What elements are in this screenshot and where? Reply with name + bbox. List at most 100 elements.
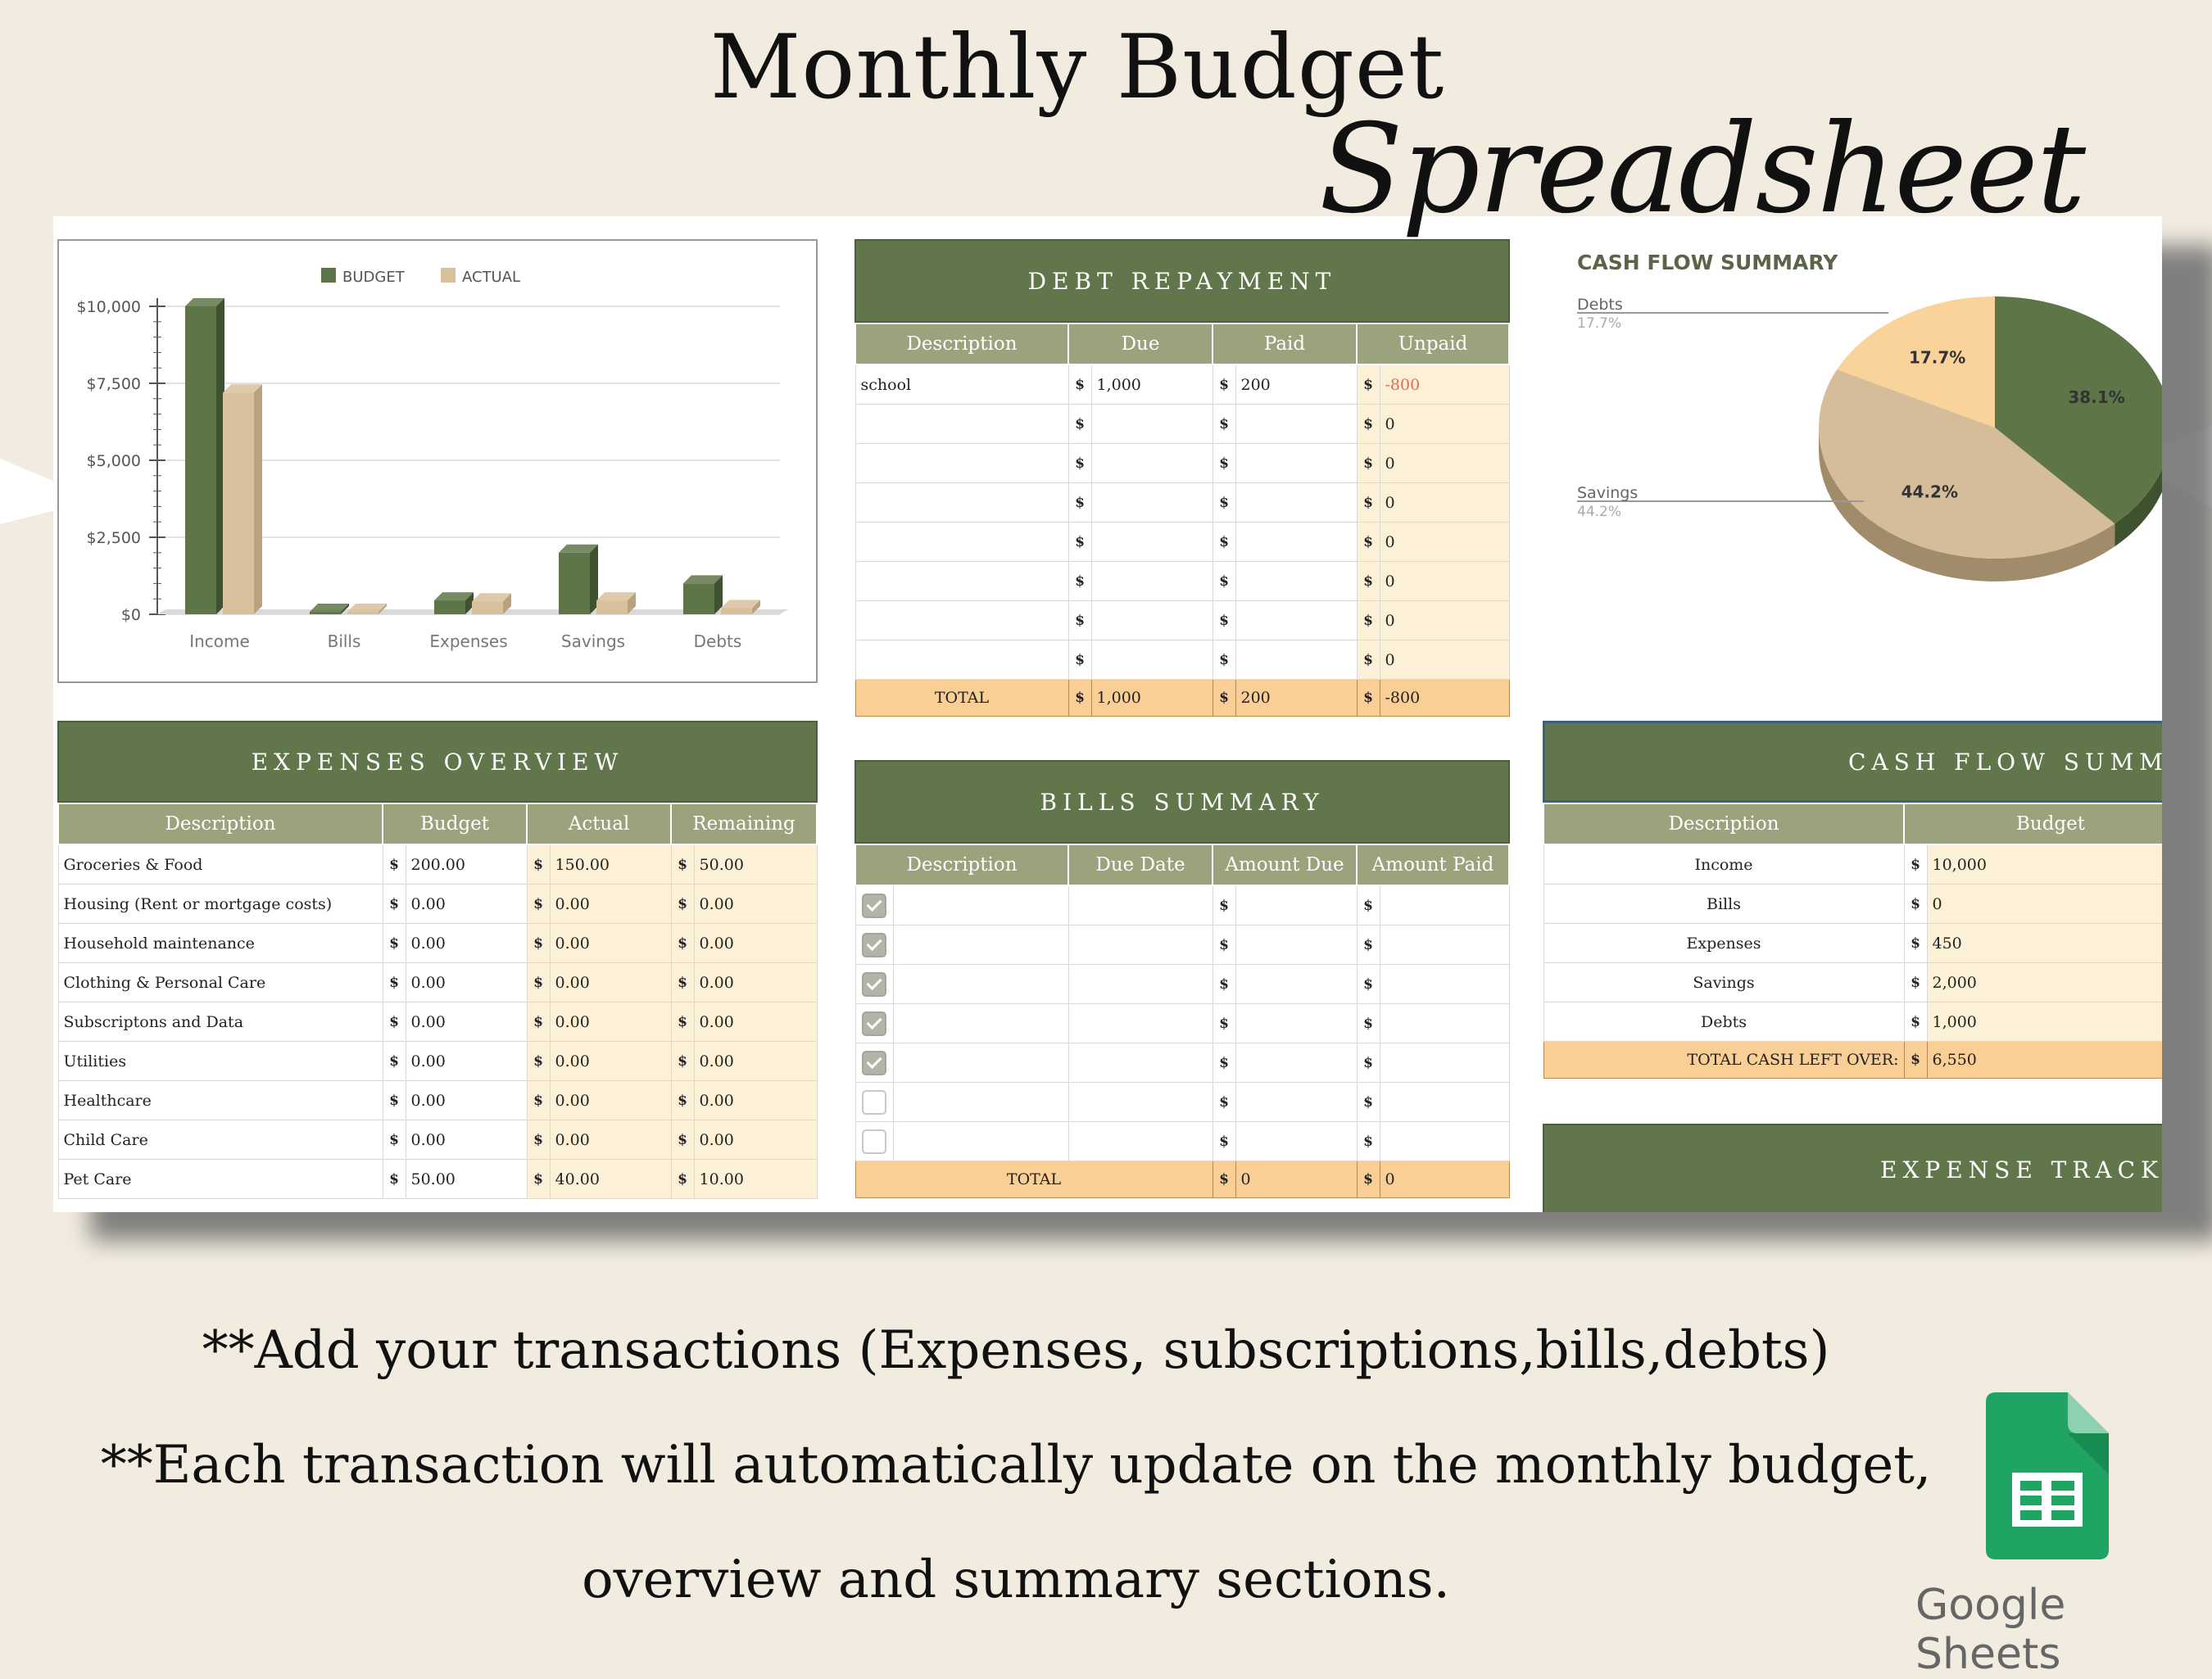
actual-bar-top [721, 600, 760, 609]
budget-cell: 0.00 [405, 962, 528, 1002]
expense-tracker-panel: EXPENSE TRACKER [1543, 1124, 2162, 1212]
budget-actual-chart-panel: $0 $2,500 $5,000 $7,500 $10,000 Income Bills Ex… [57, 239, 818, 683]
col-amount-paid: Amount Paid [1356, 844, 1510, 886]
total-row: TOTAL $0 $0 [854, 1161, 1510, 1198]
amount-due-cell [1235, 925, 1358, 965]
due-cell [1090, 404, 1213, 444]
actual-bar-top [596, 592, 636, 601]
currency-symbol: $ [526, 1080, 551, 1120]
currency-symbol: $ [1212, 1082, 1236, 1122]
pie-chart-title: CASH FLOW SUMMARY [1577, 251, 1838, 274]
description-cell: Pet Care [57, 1159, 383, 1199]
callout-percent: 44.2% [1577, 504, 1621, 520]
paid-checkbox[interactable] [862, 893, 886, 918]
table-row: school $1,000 $200 $ -800 [854, 364, 1510, 405]
table-row: Debts $1,000 [1543, 1002, 2162, 1042]
currency-symbol: $ [1212, 964, 1236, 1004]
remaining-cell: 10.00 [693, 1159, 818, 1199]
description-cell [892, 964, 1069, 1004]
currency-symbol: $ [1903, 923, 1928, 963]
table-row: Clothing & Personal Care $0.00 $0.00 $0.00 [57, 962, 818, 1002]
expenses-overview-panel: EXPENSES OVERVIEW Description Budget Act… [57, 721, 818, 1199]
pie-slice-side [1819, 428, 2115, 582]
unpaid-cell: 0 [1379, 600, 1510, 640]
currency-symbol: $ [1212, 482, 1236, 523]
instruction-line-3: overview and summary sections. [582, 1550, 1450, 1610]
description-cell [854, 443, 1069, 483]
budget-bar-side [465, 592, 474, 614]
paid-cell [1235, 522, 1358, 562]
table-row: Utilities $0.00 $0.00 $0.00 [57, 1041, 818, 1081]
remaining-cell: 50.00 [693, 844, 818, 885]
currency-symbol: $ [1212, 925, 1236, 965]
description-cell [854, 640, 1069, 680]
x-tick-label: Income [189, 631, 250, 651]
currency-symbol: $ [526, 1120, 551, 1160]
table-row: $ $ [854, 885, 1510, 925]
budget-bar [559, 552, 590, 614]
budget-bar-top [310, 604, 349, 612]
table-row: $ $ $0 [854, 561, 1510, 601]
table-row: $ $ $0 [854, 640, 1510, 680]
budget-cell: 0.00 [405, 884, 528, 924]
currency-symbol: $ [1067, 482, 1092, 523]
currency-symbol: $ [1212, 885, 1236, 925]
col-description: Description [1543, 803, 1905, 845]
budget-bar-side [714, 575, 723, 614]
description-cell: Income [1543, 844, 1905, 885]
currency-symbol: $ [382, 1159, 406, 1199]
total-label: TOTAL [854, 679, 1069, 717]
currency-symbol: $ [526, 884, 551, 924]
paid-checkbox[interactable] [862, 1050, 886, 1075]
currency-symbol: $ [1356, 1003, 1380, 1043]
col-unpaid: Unpaid [1356, 323, 1510, 365]
remaining-cell: 0.00 [693, 1002, 818, 1042]
amount-paid-cell [1379, 1043, 1510, 1083]
paid-checkbox[interactable] [862, 1011, 886, 1036]
currency-symbol: $ [1356, 522, 1380, 562]
paid-checkbox[interactable] [862, 971, 886, 997]
table-row: $ $ [854, 1082, 1510, 1122]
actual-bar [347, 612, 378, 614]
paid-checkbox[interactable] [862, 1089, 886, 1115]
col-due: Due [1067, 323, 1213, 365]
currency-symbol: $ [1903, 844, 1928, 885]
currency-symbol: $ [670, 884, 695, 924]
currency-symbol: $ [1067, 600, 1092, 640]
description-cell: school [854, 364, 1069, 405]
paid-cell [1235, 404, 1358, 444]
budget-bar-top [434, 592, 474, 601]
currency-symbol: $ [1356, 964, 1380, 1004]
paid-checkbox[interactable] [862, 1129, 886, 1154]
currency-symbol: $ [670, 1002, 695, 1042]
due-cell [1090, 443, 1213, 483]
currency-symbol: $ [1067, 522, 1092, 562]
budget-cell: 0.00 [405, 1002, 528, 1042]
description-cell: Clothing & Personal Care [57, 962, 383, 1002]
unpaid-cell: 0 [1379, 522, 1510, 562]
actual-cell: 0.00 [549, 884, 672, 924]
currency-symbol: $ [670, 1159, 695, 1199]
actual-cell: 0.00 [549, 923, 672, 963]
description-cell [892, 1043, 1069, 1083]
debt-repayment-title: DEBT REPAYMENT [854, 239, 1510, 323]
actual-bar-side [752, 600, 760, 614]
currency-symbol: $ [526, 1041, 551, 1081]
paid-cell [1235, 561, 1358, 601]
table-row: Groceries & Food $200.00 $150.00 $50.00 [57, 844, 818, 885]
table-row: $ $ $0 [854, 522, 1510, 562]
debt-repayment-table: Description Due Paid Unpaid school $1,000… [854, 323, 1510, 717]
cash-flow-summary-title: CASH FLOW SUMMAR [1543, 721, 2162, 803]
actual-bar-side [254, 384, 262, 614]
amount-due-cell [1235, 964, 1358, 1004]
description-cell: Bills [1543, 884, 1905, 924]
total-label: TOTAL [854, 1161, 1213, 1198]
actual-cell: 150.00 [549, 844, 672, 885]
remaining-cell: 0.00 [693, 1120, 818, 1160]
col-amount-due: Amount Due [1212, 844, 1358, 886]
callout-name: Debts [1577, 296, 1623, 314]
table-row: $ $ $0 [854, 443, 1510, 483]
due-cell: 1,000 [1090, 364, 1213, 405]
paid-checkbox[interactable] [862, 932, 886, 957]
